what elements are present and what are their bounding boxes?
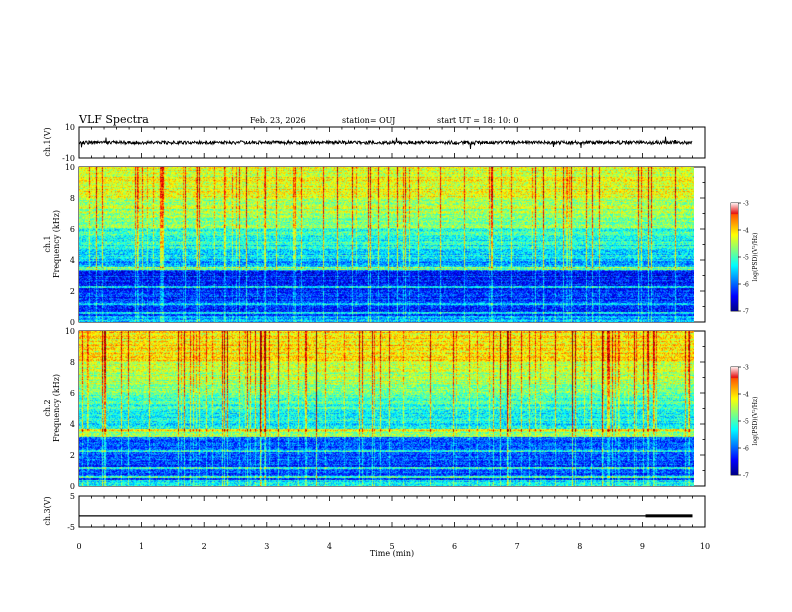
- ch1-waveform-ylabel: ch.1(V): [43, 127, 52, 156]
- ch3-waveform-bar: [645, 514, 693, 518]
- ch3-waveform-panel: 5 -5 ch.3(V): [43, 492, 706, 532]
- ch1-ytick-bottom: -10: [62, 154, 75, 163]
- colorbar-tick-label: -6: [743, 446, 749, 453]
- figure-header: VLF Spectra Feb. 23, 2026 station= OUJ s…: [78, 113, 518, 126]
- colorbar-2-ticks: -3 -4 -5 -6 -7: [738, 365, 749, 480]
- x-tick-label: 5: [389, 542, 394, 551]
- x-tick-label: 0: [76, 542, 81, 551]
- colorbar-tick-label: -4: [743, 228, 749, 235]
- freq-tick-label: 2: [70, 287, 75, 296]
- ch1-waveform-panel: 10 -10 ch.1(V): [43, 123, 706, 163]
- colorbar-tick-label: -7: [743, 473, 749, 480]
- colorbar-tick-label: -3: [743, 201, 749, 208]
- ch1-spectrogram-ylabel: Frequency (kHz): [52, 210, 61, 278]
- freq-tick-label: 6: [70, 225, 75, 234]
- freq-tick-label: 4: [70, 256, 75, 265]
- freq-tick-label: 0: [70, 318, 75, 327]
- ch1-waveform-line: [78, 136, 693, 149]
- ch2-spectrogram-yticks: 0 2 4 6 8 10: [65, 327, 705, 491]
- freq-tick-label: 8: [70, 358, 75, 367]
- colorbar-tick-label: -5: [743, 419, 749, 426]
- chart-title: VLF Spectra: [78, 113, 149, 126]
- x-tick-label: 4: [327, 542, 332, 551]
- freq-tick-label: 4: [70, 420, 75, 429]
- ch1-ytick-top: 10: [65, 123, 75, 132]
- freq-tick-label: 10: [65, 327, 75, 336]
- ch2-spectrogram-ylabel-channel: ch.2: [43, 399, 52, 416]
- x-tick-label: 2: [202, 542, 207, 551]
- ch3-ytick-top: 5: [70, 492, 75, 501]
- ch1-spectrogram-ylabel-channel: ch.1: [43, 235, 52, 252]
- ch2-spectrogram-ylabel: Frequency (kHz): [52, 374, 61, 442]
- colorbar-tick-label: -4: [743, 392, 749, 399]
- colorbar-2-label: log(PSD)(V²/Hz): [752, 397, 759, 446]
- start-time-label: start UT = 18: 10: 0: [437, 116, 518, 125]
- x-axis-tick-labels: 0 1 2 3 4 5 6 7 8 9 10: [76, 542, 710, 551]
- x-tick-label: 7: [515, 542, 520, 551]
- date-label: Feb. 23, 2026: [250, 116, 306, 125]
- freq-tick-label: 10: [65, 163, 75, 172]
- freq-tick-label: 0: [70, 482, 75, 491]
- colorbar-1-label: log(PSD)(V²/Hz): [752, 233, 759, 282]
- x-tick-label: 1: [139, 542, 144, 551]
- colorbar-2-gradient: [731, 367, 738, 475]
- x-tick-label: 9: [640, 542, 645, 551]
- x-tick-label: 10: [700, 542, 710, 551]
- colorbar-tick-label: -6: [743, 282, 749, 289]
- freq-tick-label: 6: [70, 389, 75, 398]
- ch3-waveform-ticks: [78, 496, 706, 527]
- x-tick-label: 6: [452, 542, 457, 551]
- freq-tick-label: 8: [70, 194, 75, 203]
- colorbar-tick-label: -7: [743, 309, 749, 316]
- ch3-ytick-bottom: -5: [67, 523, 75, 532]
- station-label: station= OUJ: [342, 116, 395, 125]
- colorbar-1-ticks: -3 -4 -5 -6 -7: [738, 201, 749, 316]
- ch1-waveform-ticks: [78, 127, 706, 158]
- colorbar-tick-label: -3: [743, 365, 749, 372]
- x-tick-label: 8: [577, 542, 582, 551]
- ch2-spectrogram-image: [79, 331, 694, 486]
- colorbar-1-gradient: [731, 203, 738, 311]
- x-tick-label: 3: [264, 542, 269, 551]
- ch1-spectrogram-image: [79, 167, 694, 322]
- freq-tick-label: 2: [70, 451, 75, 460]
- x-axis-label: Time (min): [370, 549, 414, 558]
- colorbar-tick-label: -5: [743, 255, 749, 262]
- ch3-waveform-ylabel: ch.3(V): [43, 496, 52, 525]
